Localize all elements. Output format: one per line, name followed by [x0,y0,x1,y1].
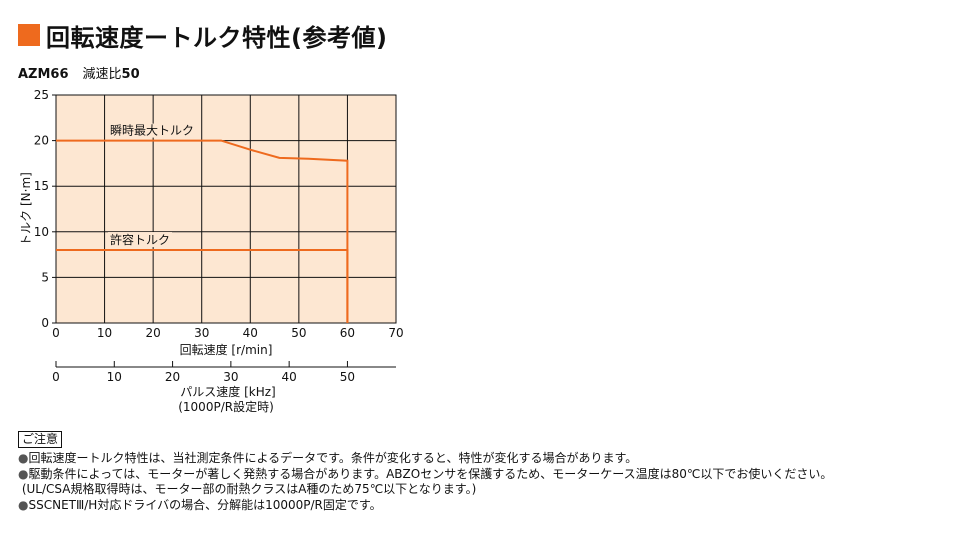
page-title: 回転速度ートルク特性(参考値) [18,18,387,52]
plot-frame [55,94,397,324]
x-tick-label: 70 [388,326,403,340]
x-axis-label: 回転速度 [r/min] [180,342,273,357]
y-tick-label: 10 [34,225,49,239]
title-text: 回転速度ートルク特性(参考値) [46,23,388,52]
note-item: ●回転速度ートルク特性は、当社測定条件によるデータです。条件が変化すると、特性が… [18,451,638,465]
bullet-icon: ● [18,466,29,481]
secondary-tick-label: 50 [340,370,355,384]
x-tick-label: 10 [97,326,112,340]
note-item: (UL/CSA規格取得時は、モーター部の耐熱クラスはA種のため75℃以下となりま… [21,482,477,496]
x-tick-label: 40 [243,326,258,340]
y-tick-label: 15 [34,179,49,193]
note-item: ●SSCNETⅢ/H対応ドライバの場合、分解能は10000P/R固定です。 [18,497,382,512]
x-tick-label: 30 [194,326,209,340]
plot-area [56,95,396,323]
series-label-bg [108,123,197,138]
secondary-axis-label: パルス速度 [kHz] [180,384,275,399]
series-label-bg [108,232,173,248]
gear-ratio-value: 50 [121,67,140,82]
series-label: 許容トルク [110,232,170,247]
y-tick-label: 20 [34,134,49,148]
secondary-tick-label: 20 [165,370,180,384]
secondary-tick-label: 40 [282,370,297,384]
x-tick-label: 50 [291,326,306,340]
series-line [56,249,349,323]
series-label: 瞬時最大トルク [110,124,194,138]
y-tick-label: 0 [41,316,49,330]
x-tick-label: 20 [146,326,161,340]
model-code: AZM66 [18,67,69,82]
secondary-tick-label: 10 [107,370,122,384]
model-info: AZM66 減速比50 [18,63,140,82]
gear-ratio-label: 減速比 [82,67,122,82]
series-line [56,139,349,323]
bullet-icon: ● [18,497,29,512]
gear-ratio: 減速比50 [83,63,140,82]
note-item: ●駆動条件によっては、モーターが著しく発熱する場合があります。ABZOセンサを保… [18,466,833,481]
secondary-tick-label: 30 [223,370,238,384]
notes-header: ご注意 [18,431,63,448]
x-tick-label: 0 [52,326,60,340]
title-square-icon [18,24,40,46]
secondary-tick-label: 0 [52,370,60,384]
y-tick-label: 5 [41,270,49,284]
notes-list: ●回転速度ートルク特性は、当社測定条件によるデータです。条件が変化すると、特性が… [18,451,832,513]
bullet-icon: ● [18,451,29,465]
y-axis-label: トルク [N·m] [19,172,33,246]
y-tick-label: 25 [34,88,49,102]
torque-chart: 0 5 10 15 20 25 0 10 20 30 40 50 60 70 回転速度 [r/min] トルク… [19,88,404,414]
secondary-axis-sublabel: (1000P/R設定時) [178,399,274,414]
x-tick-label: 60 [340,326,355,340]
